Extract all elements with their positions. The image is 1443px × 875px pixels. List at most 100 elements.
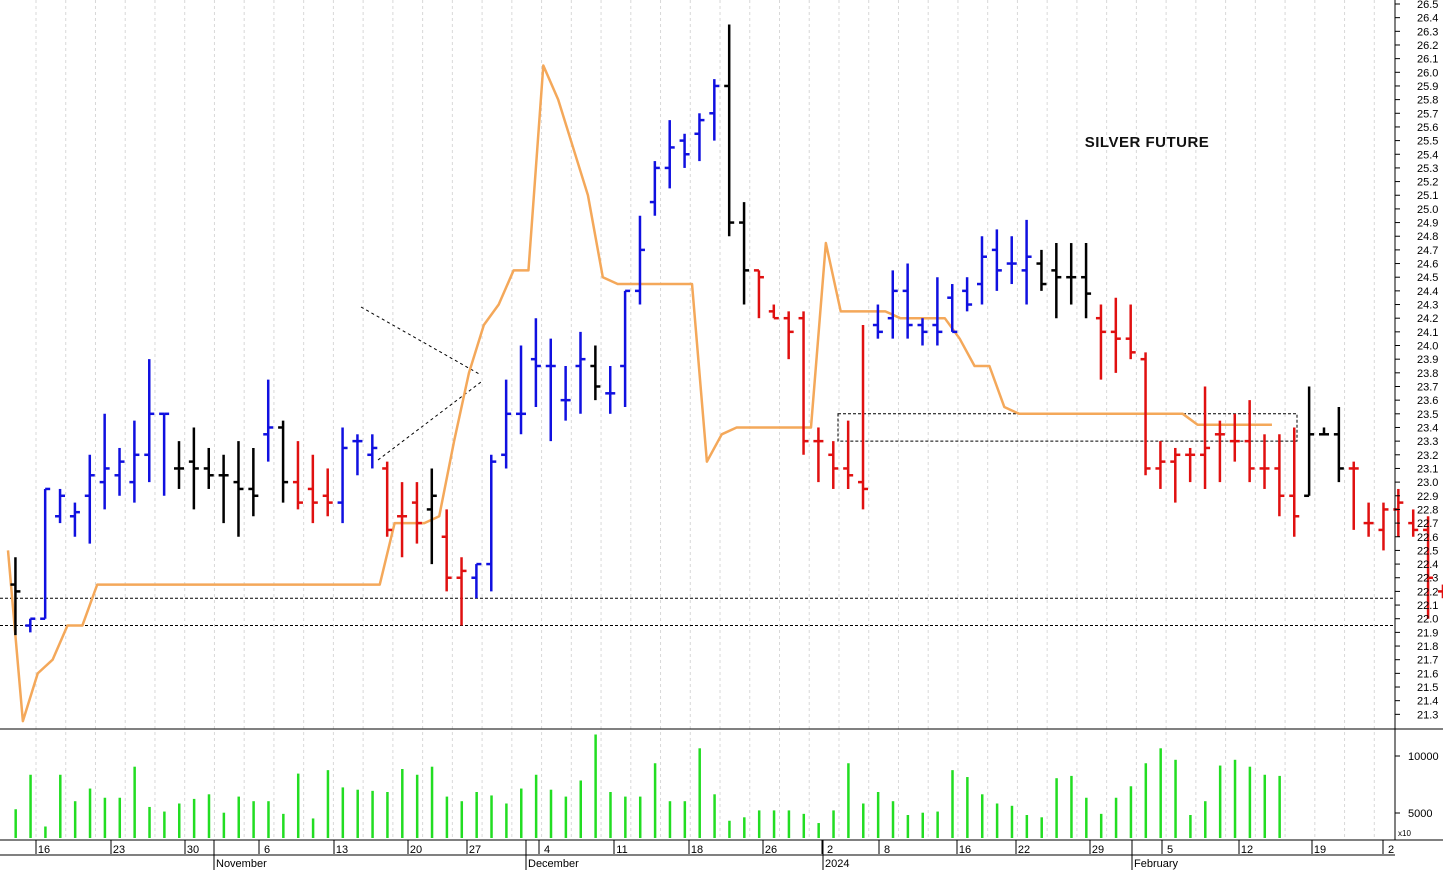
ohlc-bar <box>188 427 199 510</box>
ohlc-bar <box>917 318 928 346</box>
volume-bar <box>1070 775 1073 838</box>
volume-bar <box>832 810 835 838</box>
y-tick-label: 21.4 <box>1417 696 1438 708</box>
ohlc-bar <box>159 412 170 496</box>
volume-bar <box>460 801 464 838</box>
volume-bar <box>341 787 345 838</box>
ohlc-bar <box>1274 434 1285 517</box>
volume-bar <box>311 818 315 838</box>
ohlc-bar <box>1125 304 1136 360</box>
volume-tick-label: 5000 <box>1408 808 1432 820</box>
volume-bar <box>638 796 642 838</box>
y-tick-label: 25.9 <box>1417 81 1438 93</box>
ohlc-bar <box>1244 400 1255 483</box>
volume-bar <box>118 797 122 838</box>
ohlc-bar <box>69 502 80 537</box>
x-day-label: 5 <box>1167 844 1173 856</box>
ohlc-bar <box>471 562 482 599</box>
ohlc-bar <box>530 318 541 407</box>
volume-bar <box>1055 778 1058 838</box>
volume-bar <box>995 803 999 838</box>
volume-bar <box>1248 766 1252 838</box>
volume-tick-label: 10000 <box>1408 751 1439 763</box>
ohlc-bar <box>1021 219 1032 305</box>
y-tick-label: 23.9 <box>1417 354 1438 366</box>
ohlc-bar <box>902 263 913 339</box>
ohlc-bar <box>263 379 274 462</box>
y-tick-label: 22.7 <box>1417 518 1438 530</box>
ohlc-bar <box>1437 584 1443 599</box>
x-month-label: 2024 <box>825 858 849 870</box>
y-tick-label: 24.3 <box>1417 300 1438 312</box>
y-tick-label: 23.2 <box>1417 450 1438 462</box>
x-day-label: 29 <box>1092 844 1104 856</box>
volume-bar <box>609 792 612 838</box>
volume-bar <box>475 792 478 838</box>
volume-bar <box>326 770 330 838</box>
volume-bar <box>207 794 211 838</box>
volume-bar <box>668 801 672 838</box>
x-day-label: 27 <box>469 844 481 856</box>
volume-bar <box>564 796 568 838</box>
volume-bar <box>698 748 701 838</box>
ohlc-bar <box>1170 447 1181 503</box>
volume-bar <box>787 810 791 838</box>
volume-multiplier-label: x10 <box>1398 829 1411 838</box>
y-tick-label: 23.5 <box>1417 409 1438 421</box>
y-tick-label: 25.6 <box>1417 122 1438 134</box>
y-tick-label: 21.3 <box>1417 709 1438 721</box>
ohlc-bar <box>278 420 289 503</box>
y-tick-label: 24.2 <box>1417 313 1438 325</box>
volume-bar <box>282 813 285 838</box>
ohlc-bar <box>84 454 95 544</box>
volume-bar <box>1263 774 1267 838</box>
volume-bar <box>921 812 925 838</box>
volume-bar <box>29 774 32 838</box>
ohlc-bar <box>1304 386 1315 498</box>
y-tick-label: 24.7 <box>1417 245 1438 257</box>
y-tick-label: 23.0 <box>1417 477 1438 489</box>
pattern-annotations <box>0 306 1395 627</box>
y-tick-label: 24.8 <box>1417 231 1438 243</box>
volume-bar <box>1010 805 1014 838</box>
ohlc-bar <box>144 359 155 483</box>
volume-bar <box>386 792 389 838</box>
y-tick-label: 23.4 <box>1417 422 1438 434</box>
volume-bar <box>1233 759 1237 838</box>
resistance-box <box>837 413 1298 442</box>
y-tick-label: 21.7 <box>1417 655 1438 667</box>
volume-bar <box>1159 748 1162 838</box>
ohlc-bar <box>114 447 125 496</box>
volume-bar <box>1189 815 1192 838</box>
volume-bar <box>133 766 136 838</box>
ohlc-bar <box>560 366 571 421</box>
volume-bar <box>44 826 47 838</box>
x-day-label: 16 <box>38 844 50 856</box>
y-tick-label: 24.6 <box>1417 259 1438 271</box>
volume-bar <box>445 796 449 838</box>
ohlc-bar <box>1095 304 1106 380</box>
ohlc-bar <box>307 454 318 524</box>
ohlc-bar <box>516 345 527 435</box>
trend-line-layer <box>6 64 1272 723</box>
y-tick-label: 25.8 <box>1417 95 1438 107</box>
volume-bar <box>401 769 404 838</box>
volume-bar <box>624 796 627 838</box>
ohlc-bar <box>709 79 720 141</box>
volume-bar <box>980 794 984 838</box>
y-tick-label: 22.6 <box>1417 532 1438 544</box>
y-tick-label: 23.7 <box>1417 381 1438 393</box>
y-tick-label: 25.7 <box>1417 108 1438 120</box>
volume-bar <box>549 789 553 838</box>
volume-bar <box>1218 765 1222 838</box>
y-tick-label: 23.1 <box>1417 463 1438 475</box>
volume-bar <box>192 798 196 838</box>
volume-bar <box>876 792 880 838</box>
volume-bar <box>1099 813 1103 838</box>
volume-bar <box>430 766 434 838</box>
y-tick-label: 25.5 <box>1417 136 1438 148</box>
x-day-label: 2 <box>827 844 833 856</box>
ohlc-bar <box>1081 243 1092 319</box>
ohlc-bar <box>887 270 898 339</box>
